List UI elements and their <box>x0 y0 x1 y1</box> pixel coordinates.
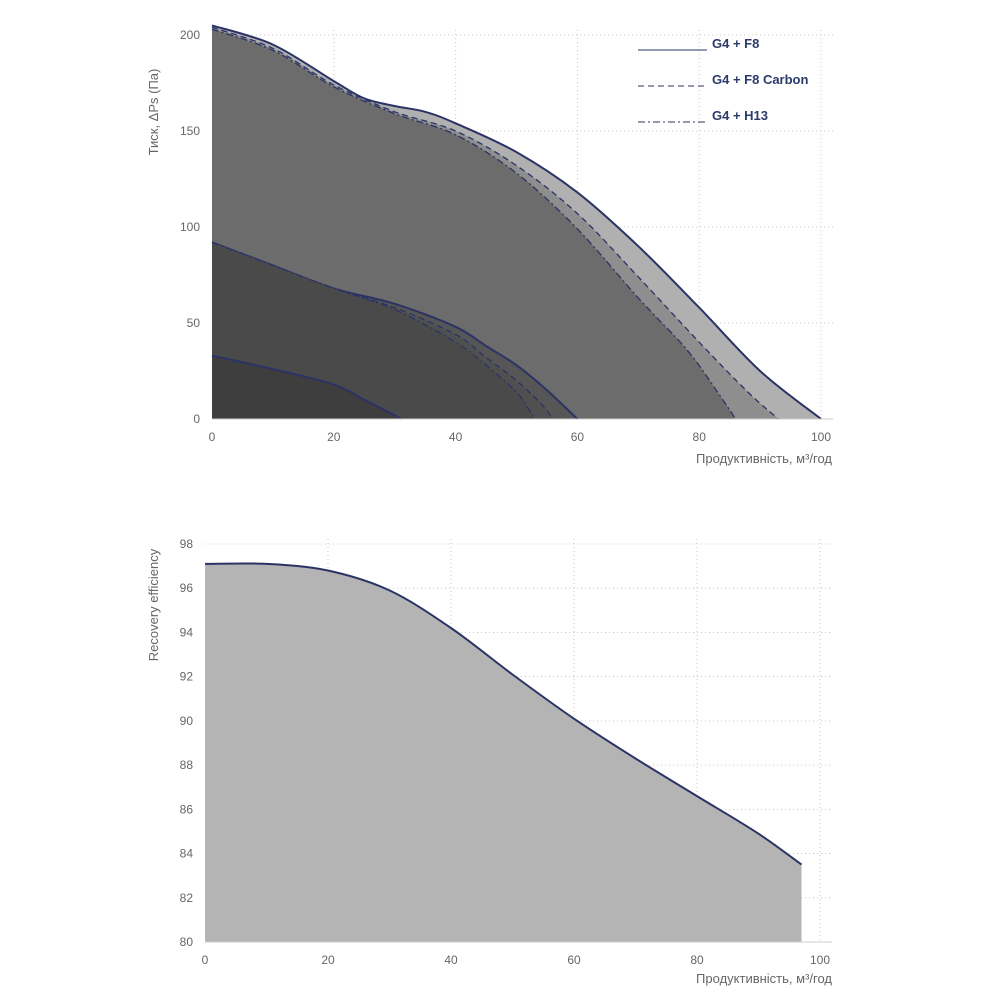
series-line-2 <box>211 28 737 420</box>
y-tick-label: 98 <box>180 537 194 551</box>
y-tick-label: 0 <box>193 412 200 426</box>
x-tick-label: 40 <box>444 953 458 967</box>
y-tick-label: 96 <box>180 581 194 595</box>
x-tick-label: 100 <box>810 953 830 967</box>
pressure-x-axis-label: Продуктивність, м³/год <box>696 451 832 466</box>
series-line-5 <box>211 241 536 420</box>
legend-label: G4 + H13 <box>712 108 768 123</box>
series-area-0 <box>205 563 802 942</box>
pressure-y-axis-label: Тиск, ΔPs (Па) <box>146 69 161 156</box>
x-tick-label: 0 <box>209 430 216 444</box>
efficiency-x-axis-label: Продуктивність, м³/год <box>696 971 832 986</box>
efficiency-chart: 0 20 40 60 80 100 80 82 84 86 88 90 92 94 96 98 Recover… <box>146 537 832 986</box>
y-tick-label: 88 <box>180 758 194 772</box>
y-tick-label: 50 <box>187 316 201 330</box>
efficiency-area <box>204 562 803 942</box>
y-tick-label: 100 <box>180 220 200 234</box>
pressure-tick-labels: 0 20 40 60 80 100 0 50 100 150 200 <box>180 28 831 444</box>
legend-label: G4 + F8 Carbon <box>712 72 808 87</box>
y-tick-label: 200 <box>180 28 200 42</box>
legend-item: G4 + F8 <box>638 36 759 51</box>
pressure-legend: G4 + F8 G4 + F8 Carbon G4 + H13 <box>638 36 808 123</box>
series-area-6 <box>212 355 401 419</box>
legend-item: G4 + F8 Carbon <box>638 72 808 87</box>
x-tick-label: 80 <box>690 953 704 967</box>
x-tick-label: 20 <box>321 953 335 967</box>
y-tick-label: 94 <box>180 625 194 639</box>
series-line-0 <box>204 562 803 866</box>
x-tick-label: 60 <box>571 430 585 444</box>
x-tick-label: 60 <box>567 953 581 967</box>
x-tick-label: 80 <box>693 430 707 444</box>
y-tick-label: 86 <box>180 802 194 816</box>
y-tick-label: 90 <box>180 714 194 728</box>
series-line-0 <box>211 24 822 420</box>
efficiency-tick-labels: 0 20 40 60 80 100 80 82 84 86 88 90 92 94 96 98 <box>180 537 831 967</box>
efficiency-y-axis-label: Recovery efficiency <box>146 548 161 661</box>
x-tick-label: 0 <box>202 953 209 967</box>
x-tick-label: 40 <box>449 430 463 444</box>
y-tick-label: 150 <box>180 124 200 138</box>
series-line-6 <box>211 354 402 420</box>
legend-item: G4 + H13 <box>638 108 768 123</box>
x-tick-label: 100 <box>811 430 831 444</box>
y-tick-label: 92 <box>180 670 194 684</box>
x-tick-label: 20 <box>327 430 341 444</box>
legend-label: G4 + F8 <box>712 36 759 51</box>
y-tick-label: 84 <box>180 847 194 861</box>
y-tick-label: 82 <box>180 891 194 905</box>
pressure-areas <box>211 24 822 420</box>
series-line-1 <box>211 26 779 420</box>
y-tick-label: 80 <box>180 935 194 949</box>
